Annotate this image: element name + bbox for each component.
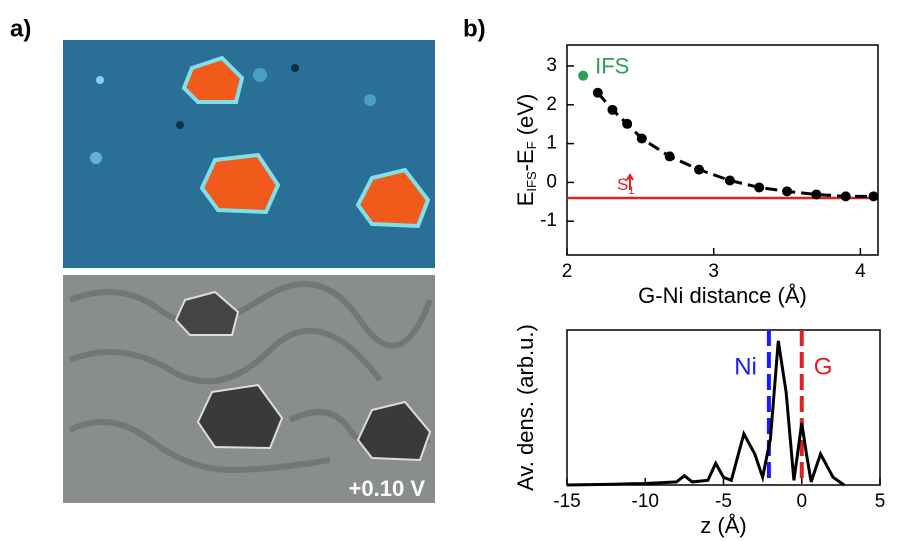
y-axis-label-part: F xyxy=(524,141,539,149)
data-point xyxy=(665,151,675,161)
x-tick-label: 4 xyxy=(855,261,866,282)
y-axis-label-part: -E xyxy=(513,149,538,171)
y-axis-label: Av. dens. (arb.u.) xyxy=(513,324,538,491)
data-point xyxy=(754,182,764,192)
stm-image xyxy=(63,40,435,268)
data-point xyxy=(607,105,617,115)
y-axis-label: EIFS-EF (eV) xyxy=(513,94,540,207)
x-axis-label: z (Å) xyxy=(700,513,746,538)
y-tick-label: -1 xyxy=(540,210,557,231)
plot-frame xyxy=(567,330,880,485)
data-point xyxy=(622,119,632,129)
data-point xyxy=(578,71,588,81)
data-point xyxy=(841,191,851,201)
x-tick-label: -5 xyxy=(715,491,732,512)
y-tick-label: 3 xyxy=(546,55,557,76)
y-axis-label-part: (eV) xyxy=(513,94,538,142)
y-tick-label: 0 xyxy=(546,171,557,192)
page: {"panels": {"a": "a)", "b": "b)"}, "imag… xyxy=(0,0,898,541)
y-axis-label-part: E xyxy=(513,192,538,207)
panel-label: b) xyxy=(463,15,486,42)
x-tick-label: 2 xyxy=(562,261,573,282)
y-tick-label: 1 xyxy=(546,133,557,154)
stm-image: +0.10 V xyxy=(63,275,435,503)
x-tick-label: 3 xyxy=(708,261,719,282)
panel-label: a) xyxy=(10,15,31,42)
bias-label: +0.10 V xyxy=(349,476,426,501)
data-point xyxy=(694,165,704,175)
series-label: IFS xyxy=(595,53,629,78)
figure: a) b) +0.10 V 234-10123G-Ni distance (Å)… xyxy=(0,0,898,541)
x-tick-label: 5 xyxy=(875,491,886,512)
x-axis-label: G-Ni distance (Å) xyxy=(638,283,807,308)
y-tick-label: 2 xyxy=(546,94,557,115)
data-point xyxy=(593,88,603,98)
reference-label-text: S xyxy=(617,175,628,194)
data-point xyxy=(869,191,879,201)
x-tick-label: -10 xyxy=(632,491,659,512)
data-point xyxy=(811,189,821,199)
y-axis-label-part: IFS xyxy=(524,171,539,192)
reference-label: G xyxy=(814,353,833,380)
series-line xyxy=(598,93,874,197)
x-tick-label: -15 xyxy=(553,491,580,512)
data-point xyxy=(725,175,735,185)
reference-label: Ni xyxy=(734,353,757,380)
x-tick-label: 0 xyxy=(796,491,807,512)
data-point xyxy=(782,186,792,196)
data-point xyxy=(637,134,647,144)
